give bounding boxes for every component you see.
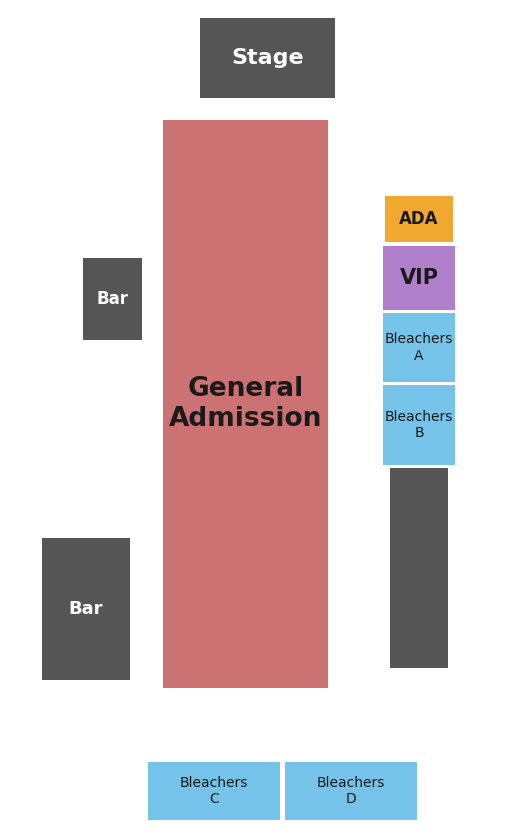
Text: Bar: Bar — [69, 600, 103, 618]
Bar — [385, 196, 453, 242]
Bar — [383, 246, 455, 310]
Text: Bleachers
C: Bleachers C — [180, 776, 248, 806]
Bar — [200, 18, 335, 98]
Text: Bleachers
D: Bleachers D — [317, 776, 385, 806]
Text: Stage: Stage — [231, 48, 304, 68]
Bar — [163, 120, 328, 688]
Bar — [285, 762, 417, 820]
Text: General
Admission: General Admission — [169, 376, 322, 432]
Bar — [383, 313, 455, 382]
Bar — [148, 762, 280, 820]
Bar — [42, 538, 130, 680]
Text: ADA: ADA — [399, 210, 439, 228]
Text: Bar: Bar — [97, 290, 129, 308]
Text: VIP: VIP — [400, 268, 438, 288]
Bar — [383, 385, 455, 465]
Text: Bleachers
A: Bleachers A — [385, 332, 453, 362]
Text: Bleachers
B: Bleachers B — [385, 410, 453, 440]
Bar — [83, 258, 142, 340]
Bar — [390, 468, 448, 668]
